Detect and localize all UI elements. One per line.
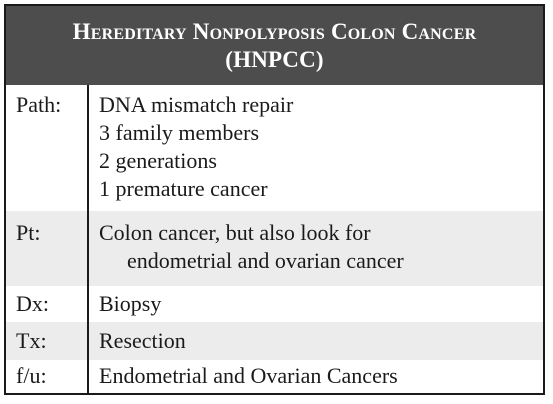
row-path: Path: DNA mismatch repair 3 family membe… — [6, 85, 543, 211]
row-value-dx: Biopsy — [88, 286, 543, 322]
card-title: Hereditary Nonpolyposis Colon Cancer — [72, 19, 477, 44]
row-tx: Tx: Resection — [6, 322, 543, 360]
row-pt: Pt: Colon cancer, but also look for endo… — [6, 211, 543, 286]
fu-line: Endometrial and Ovarian Cancers — [99, 363, 398, 388]
row-label-tx: Tx: — [6, 322, 89, 360]
card-subtitle-abbreviation: (HNPCC) — [225, 47, 324, 72]
row-dx: Dx: Biopsy — [6, 286, 543, 322]
path-line: 2 generations — [99, 148, 217, 173]
path-line: DNA mismatch repair — [99, 92, 294, 117]
row-value-fu: Endometrial and Ovarian Cancers — [88, 360, 543, 393]
dx-line: Biopsy — [99, 291, 162, 316]
row-value-tx: Resection — [88, 322, 543, 360]
summary-table: Path: DNA mismatch repair 3 family membe… — [6, 85, 543, 393]
path-line: 1 premature cancer — [99, 176, 268, 201]
row-label-pt: Pt: — [6, 211, 89, 286]
hnpcc-card: Hereditary Nonpolyposis Colon Cancer (HN… — [4, 4, 545, 395]
row-label-path: Path: — [6, 85, 89, 211]
pt-line: Colon cancer, but also look for — [99, 220, 371, 245]
row-label-dx: Dx: — [6, 286, 89, 322]
tx-line: Resection — [99, 328, 186, 353]
row-label-fu: f/u: — [6, 360, 89, 393]
pt-line: endometrial and ovarian cancer — [127, 248, 404, 273]
card-header: Hereditary Nonpolyposis Colon Cancer (HN… — [6, 6, 543, 85]
row-value-pt: Colon cancer, but also look for endometr… — [88, 211, 543, 286]
path-line: 3 family members — [99, 120, 260, 145]
row-fu: f/u: Endometrial and Ovarian Cancers — [6, 360, 543, 393]
row-value-path: DNA mismatch repair 3 family members 2 g… — [88, 85, 543, 211]
